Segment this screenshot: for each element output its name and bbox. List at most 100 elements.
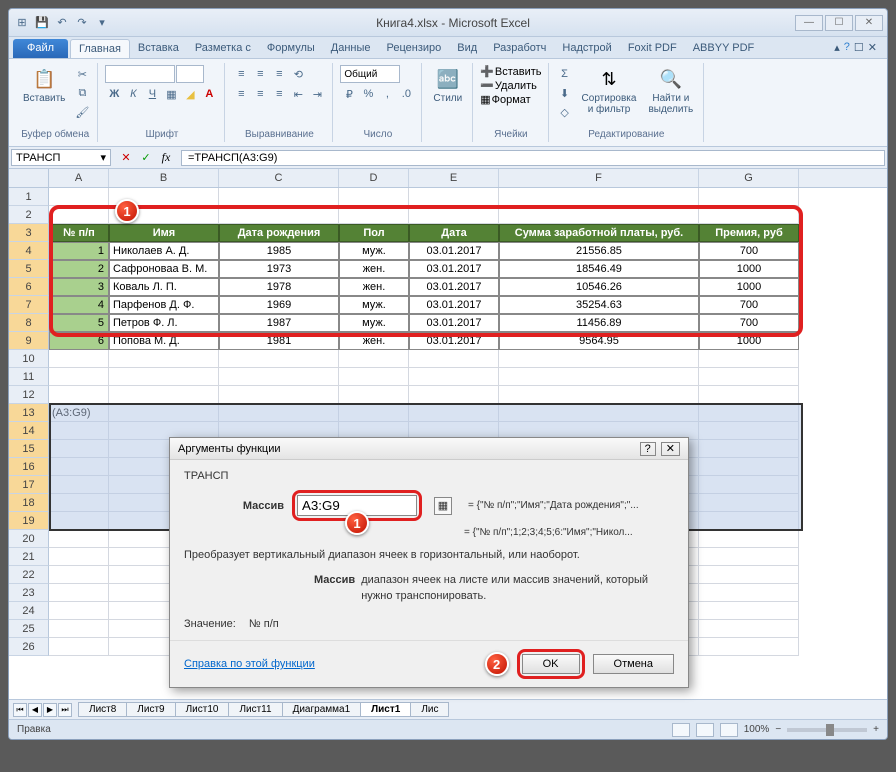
maximize-button[interactable]: ☐ — [825, 15, 853, 31]
accept-formula-icon[interactable]: ✓ — [137, 149, 155, 167]
clear-icon[interactable]: ◇ — [556, 103, 574, 121]
cell[interactable] — [699, 188, 799, 206]
inner-close-icon[interactable]: ✕ — [868, 41, 877, 56]
ok-button[interactable]: OK — [522, 654, 580, 674]
row-header[interactable]: 13 — [9, 404, 49, 422]
cell[interactable] — [699, 638, 799, 656]
sheet-tab[interactable]: Диаграмма1 — [282, 702, 362, 717]
cell[interactable] — [699, 422, 799, 440]
cell[interactable] — [49, 206, 109, 224]
cell[interactable] — [49, 548, 109, 566]
cell[interactable] — [339, 188, 409, 206]
sheet-tab[interactable]: Лист1 — [360, 702, 411, 717]
tab-insert[interactable]: Вставка — [130, 39, 187, 58]
view-layout-icon[interactable] — [696, 723, 714, 737]
zoom-thumb[interactable] — [826, 724, 834, 736]
cell[interactable]: 9564.95 — [499, 332, 699, 350]
align-bot-icon[interactable]: ≡ — [270, 65, 288, 83]
cell[interactable]: Петров Ф. Л. — [109, 314, 219, 332]
cell[interactable] — [49, 584, 109, 602]
row-header[interactable]: 24 — [9, 602, 49, 620]
cell[interactable] — [49, 494, 109, 512]
col-D[interactable]: D — [339, 169, 409, 187]
cell[interactable] — [339, 350, 409, 368]
tab-nav-next[interactable]: ▶ — [43, 703, 57, 717]
cell[interactable]: 2 — [49, 260, 109, 278]
delete-cells-button[interactable]: ➖Удалить — [480, 79, 537, 92]
name-box[interactable]: ТРАНСП▾ — [11, 149, 111, 166]
cell[interactable]: Сафроноваа В. М. — [109, 260, 219, 278]
cell[interactable] — [699, 368, 799, 386]
tab-data[interactable]: Данные — [323, 39, 379, 58]
cell[interactable]: 700 — [699, 314, 799, 332]
cell[interactable] — [499, 404, 699, 422]
sheet-tab[interactable]: Лист10 — [175, 702, 230, 717]
indent-inc-icon[interactable]: ⇥ — [308, 85, 326, 103]
col-F[interactable]: F — [499, 169, 699, 187]
cell[interactable]: Сумма заработной платы, руб. — [499, 224, 699, 242]
window-restore-icon[interactable]: ☐ — [854, 41, 864, 56]
cell[interactable] — [699, 530, 799, 548]
cell[interactable] — [49, 602, 109, 620]
cell[interactable]: Дата — [409, 224, 499, 242]
number-format-combo[interactable]: Общий — [340, 65, 400, 83]
row-header[interactable]: 5 — [9, 260, 49, 278]
cell[interactable]: 6 — [49, 332, 109, 350]
cell[interactable]: 03.01.2017 — [409, 242, 499, 260]
undo-icon[interactable]: ↶ — [53, 14, 71, 32]
redo-icon[interactable]: ↷ — [73, 14, 91, 32]
align-mid-icon[interactable]: ≡ — [251, 65, 269, 83]
cell[interactable] — [409, 350, 499, 368]
row-header[interactable]: 2 — [9, 206, 49, 224]
sheet-tab[interactable]: Лист9 — [126, 702, 175, 717]
view-normal-icon[interactable] — [672, 723, 690, 737]
cell[interactable] — [49, 476, 109, 494]
cell[interactable] — [409, 206, 499, 224]
fill-icon[interactable]: ◢ — [181, 85, 199, 103]
cell[interactable]: жен. — [339, 260, 409, 278]
cell[interactable]: Попова М. Д. — [109, 332, 219, 350]
comma-icon[interactable]: , — [378, 85, 396, 103]
cell[interactable]: № п/п — [49, 224, 109, 242]
cell[interactable] — [49, 368, 109, 386]
cell[interactable]: 1000 — [699, 260, 799, 278]
cell[interactable] — [699, 440, 799, 458]
cell[interactable]: Николаев А. Д. — [109, 242, 219, 260]
cell[interactable]: 3 — [49, 278, 109, 296]
indent-dec-icon[interactable]: ⇤ — [289, 85, 307, 103]
row-header[interactable]: 23 — [9, 584, 49, 602]
cell[interactable] — [699, 620, 799, 638]
font-combo[interactable] — [105, 65, 175, 83]
zoom-in-icon[interactable]: + — [873, 724, 879, 735]
row-header[interactable]: 8 — [9, 314, 49, 332]
cell[interactable]: 1985 — [219, 242, 339, 260]
cell[interactable]: 1987 — [219, 314, 339, 332]
cell[interactable] — [49, 440, 109, 458]
tab-view[interactable]: Вид — [449, 39, 485, 58]
align-top-icon[interactable]: ≡ — [232, 65, 250, 83]
cell[interactable] — [339, 386, 409, 404]
autosum-icon[interactable]: Σ — [556, 65, 574, 83]
cell[interactable] — [339, 404, 409, 422]
row-header[interactable]: 15 — [9, 440, 49, 458]
row-header[interactable]: 12 — [9, 386, 49, 404]
dialog-help-icon[interactable]: ? — [640, 442, 656, 456]
cell[interactable] — [699, 584, 799, 602]
tab-formulas[interactable]: Формулы — [259, 39, 323, 58]
cell[interactable] — [499, 188, 699, 206]
row-header[interactable]: 9 — [9, 332, 49, 350]
view-break-icon[interactable] — [720, 723, 738, 737]
row-header[interactable]: 25 — [9, 620, 49, 638]
italic-icon[interactable]: К — [124, 85, 142, 103]
cell[interactable] — [699, 494, 799, 512]
border-icon[interactable]: ▦ — [162, 85, 180, 103]
row-header[interactable]: 6 — [9, 278, 49, 296]
cell[interactable] — [339, 206, 409, 224]
tab-review[interactable]: Рецензиро — [379, 39, 450, 58]
cell[interactable] — [699, 206, 799, 224]
cell[interactable]: 700 — [699, 242, 799, 260]
cell[interactable]: 10546.26 — [499, 278, 699, 296]
align-left-icon[interactable]: ≡ — [232, 85, 250, 103]
copy-icon[interactable]: ⧉ — [73, 84, 91, 102]
percent-icon[interactable]: % — [359, 85, 377, 103]
